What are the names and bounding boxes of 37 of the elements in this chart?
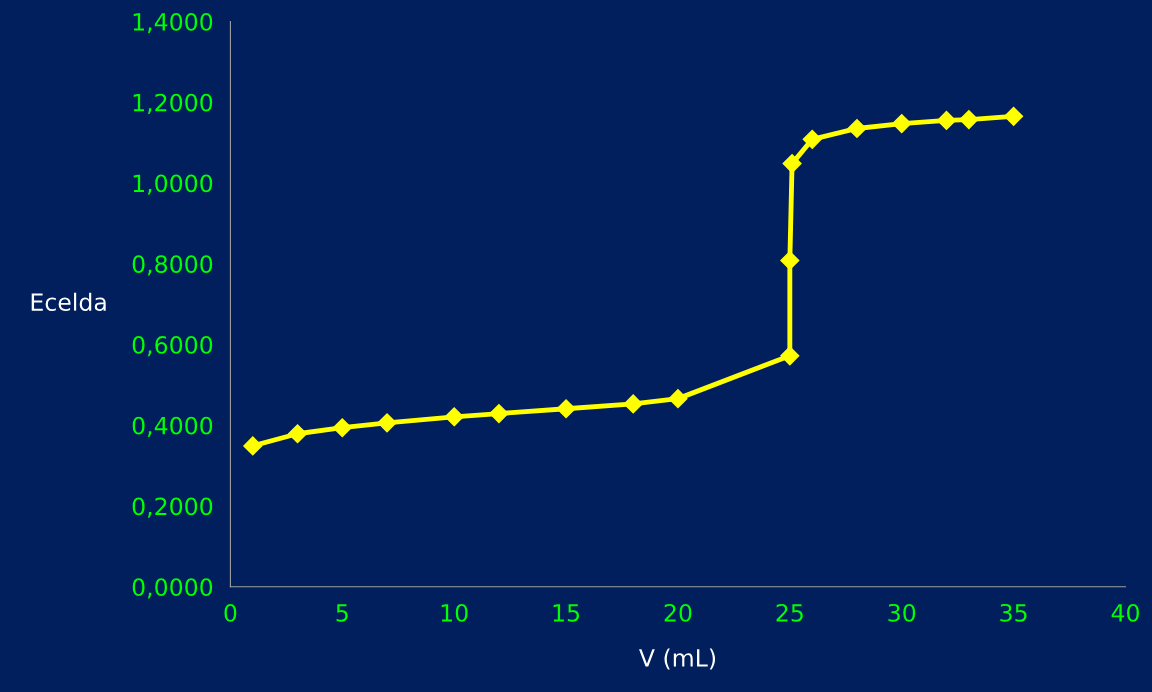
point <box>936 110 957 130</box>
y-tick-label: 0,4000 <box>132 416 213 437</box>
y-tick-label: 0,6000 <box>132 335 213 357</box>
point <box>444 407 464 427</box>
point <box>892 114 912 134</box>
x-tick-label: 5 <box>336 604 348 622</box>
point <box>623 394 643 414</box>
x-tick-label: 0 <box>224 603 237 622</box>
x-tick-label: 40 <box>1111 603 1139 622</box>
y-axis-title: Ecelda <box>31 292 106 311</box>
y-tick-label: 1,0000 <box>133 174 213 195</box>
point <box>802 129 822 149</box>
point <box>780 250 800 271</box>
point <box>1004 106 1024 126</box>
point <box>780 346 800 366</box>
x-tick-label: 15 <box>553 604 580 622</box>
y-tick-label: 0,2000 <box>132 497 213 518</box>
x-tick-label: 10 <box>441 603 468 622</box>
point <box>668 389 688 409</box>
x-tick-label: 30 <box>888 603 916 622</box>
y-tick-label: 0,0000 <box>132 578 213 599</box>
y-tick-label: 0,8000 <box>132 255 213 276</box>
x-tick-label: 35 <box>1000 603 1027 622</box>
point <box>287 424 308 444</box>
x-tick-label: 25 <box>776 603 803 622</box>
point <box>243 436 263 456</box>
point <box>556 399 576 419</box>
point <box>782 154 802 174</box>
point <box>332 418 352 438</box>
point <box>489 404 509 424</box>
point <box>959 110 979 130</box>
y-tick-label: 1,4000 <box>133 12 213 34</box>
point <box>847 118 867 139</box>
y-tick-label: 1,2000 <box>133 93 213 114</box>
x-tick-label: 20 <box>664 603 692 622</box>
x-axis-title: V (mL) <box>639 648 716 670</box>
point <box>377 413 397 433</box>
